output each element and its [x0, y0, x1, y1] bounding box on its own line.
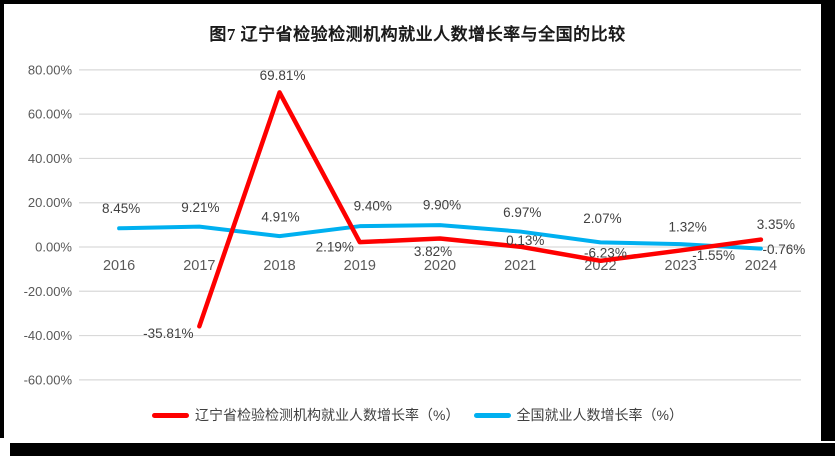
y-axis-tick-label: -40.00% — [24, 328, 73, 343]
series-line — [117, 223, 763, 251]
screenshot-border-top — [0, 0, 835, 4]
legend-item-liaoning: 辽宁省检验检测机构就业人数增长率（%） — [152, 405, 460, 425]
x-axis-tick-label: 2020 — [424, 258, 456, 274]
x-axis-tick-label: 2016 — [103, 258, 135, 274]
x-axis-tick-label: 2017 — [183, 258, 215, 274]
data-label: -6.23% — [584, 245, 627, 260]
screenshot-border-left — [0, 0, 4, 438]
legend-line-marker-national — [473, 412, 511, 418]
x-axis-tick-label: 2023 — [665, 258, 697, 274]
data-label: 9.90% — [423, 198, 461, 213]
data-label: 1.32% — [669, 220, 707, 235]
data-label: 2.19% — [316, 240, 354, 255]
data-label: -0.76% — [762, 242, 805, 257]
y-axis-tick-label: -20.00% — [24, 284, 73, 299]
series-line — [197, 90, 764, 329]
y-axis-tick-label: 60.00% — [28, 107, 73, 122]
y-axis-tick-label: 80.00% — [28, 62, 73, 77]
x-axis-tick-label: 2021 — [504, 258, 536, 274]
legend-label-liaoning: 辽宁省检验检测机构就业人数增长率（%） — [195, 407, 460, 423]
y-axis-tick-label: 20.00% — [28, 195, 73, 210]
y-axis-tick-label: 40.00% — [28, 151, 73, 166]
legend-label-national: 全国就业人数增长率（%） — [516, 407, 683, 423]
data-label: -1.55% — [692, 248, 735, 263]
data-label: 2.07% — [583, 211, 621, 226]
data-label: 69.81% — [260, 68, 306, 83]
legend-line-marker-liaoning — [152, 412, 190, 418]
chart-legend: 辽宁省检验检测机构就业人数增长率（%） 全国就业人数增长率（%） — [0, 403, 835, 427]
data-label: 6.97% — [503, 205, 541, 220]
data-label: 8.45% — [102, 201, 140, 216]
data-label: 3.35% — [757, 217, 795, 232]
data-label: 3.82% — [414, 244, 452, 259]
screenshot-border-right — [821, 0, 835, 441]
x-axis-tick-label: 2019 — [344, 258, 376, 274]
screenshot-border-bottom — [10, 443, 835, 456]
data-label: 9.21% — [181, 200, 219, 215]
legend-item-national: 全国就业人数增长率（%） — [473, 405, 683, 425]
x-axis-tick-label: 2018 — [263, 258, 295, 274]
y-axis-tick-label: -60.00% — [24, 372, 73, 387]
data-label: 4.91% — [261, 210, 299, 225]
data-label: 0.13% — [506, 233, 544, 248]
y-axis-tick-label: 0.00% — [35, 240, 72, 255]
data-label: -35.81% — [143, 326, 193, 341]
data-label: 9.40% — [354, 199, 392, 214]
x-axis-tick-label: 2024 — [745, 258, 777, 274]
chart-title: 图7 辽宁省检验检测机构就业人数增长率与全国的比较 — [209, 25, 626, 44]
